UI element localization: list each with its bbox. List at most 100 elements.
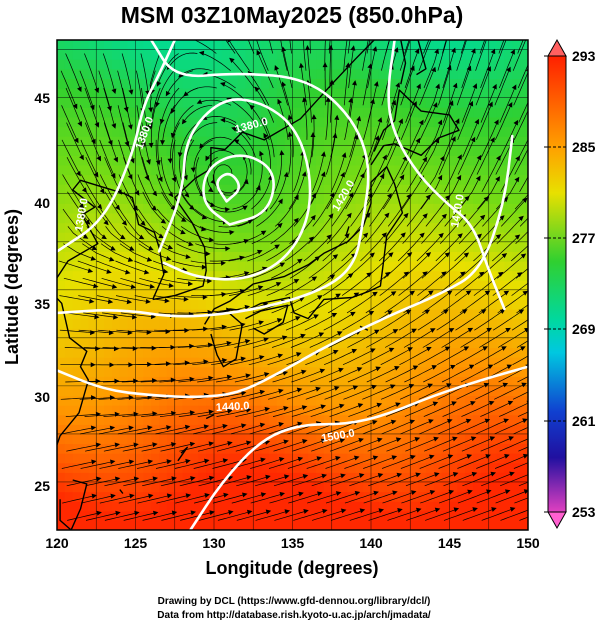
- streamline-arrow: [76, 170, 81, 177]
- temperature-cell: [237, 491, 246, 502]
- temperature-cell: [64, 232, 74, 243]
- streamline: [290, 297, 320, 314]
- temperature-cell: [425, 232, 435, 243]
- temperature-cell: [300, 299, 309, 310]
- temperature-cell: [159, 184, 168, 195]
- temperature-cell: [64, 366, 74, 377]
- temperature-cell: [57, 385, 66, 397]
- streamline-arrow: [400, 232, 406, 238]
- temperature-cell: [339, 337, 349, 348]
- temperature-cell: [480, 318, 490, 329]
- streamline-arrow: [220, 81, 226, 87]
- streamline: [193, 460, 225, 469]
- streamline: [103, 444, 135, 452]
- temperature-cell: [198, 433, 207, 445]
- temperature-cell: [72, 299, 82, 310]
- temperature-cell: [64, 251, 74, 262]
- temperature-cell: [159, 193, 168, 204]
- temperature-cell: [127, 337, 137, 348]
- temperature-cell: [159, 433, 168, 445]
- streamline-arrow: [492, 83, 497, 90]
- temperature-cell: [457, 40, 466, 51]
- streamline: [309, 40, 311, 54]
- temperature-cell: [504, 520, 513, 530]
- streamline: [290, 334, 321, 348]
- temperature-cell: [80, 337, 89, 348]
- streamline-arrow: [377, 437, 383, 443]
- streamline: [156, 208, 183, 233]
- streamline-arrow: [320, 438, 327, 444]
- temperature-cell: [496, 40, 505, 51]
- temperature-cell: [316, 184, 325, 195]
- temperature-cell: [206, 328, 215, 339]
- streamline: [216, 409, 248, 417]
- streamline-arrow: [536, 270, 543, 277]
- streamline-arrow: [114, 476, 121, 482]
- temperature-cell: [308, 299, 317, 310]
- temperature-cell: [418, 193, 427, 204]
- temperature-cell: [182, 433, 191, 445]
- temperature-cell: [410, 501, 419, 512]
- streamline-arrow: [207, 278, 213, 284]
- streamline-arrow: [229, 57, 235, 63]
- temperature-cell: [269, 395, 278, 406]
- temperature-cell: [198, 309, 207, 320]
- temperature-cell: [378, 309, 388, 320]
- streamline-arrow: [231, 126, 237, 132]
- temperature-cell: [64, 155, 74, 166]
- temperature-cell: [449, 376, 458, 387]
- temperature-cell: [198, 126, 207, 137]
- temperature-cell: [253, 136, 262, 147]
- temperature-cell: [159, 261, 168, 272]
- streamline-arrow: [278, 422, 284, 427]
- temperature-cell: [323, 136, 333, 147]
- temperature-cell: [96, 395, 105, 406]
- contour-label: 1500.0: [320, 427, 355, 445]
- temperature-cell: [512, 443, 521, 454]
- temperature-cell: [119, 462, 129, 473]
- temperature-cell: [253, 395, 262, 406]
- streamline-arrow: [244, 271, 250, 276]
- temperature-cell: [308, 251, 317, 262]
- temperature-cell: [206, 366, 215, 377]
- streamline-arrow: [93, 171, 99, 178]
- streamline: [120, 312, 153, 317]
- streamline: [103, 413, 135, 417]
- streamline-arrow: [469, 364, 475, 370]
- temperature-cell: [229, 88, 239, 99]
- temperature-cell: [323, 501, 333, 512]
- temperature-cell: [166, 433, 176, 445]
- temperature-cell: [457, 395, 466, 406]
- streamline-arrow: [204, 492, 210, 498]
- temperature-cell: [166, 78, 176, 89]
- temperature-cell: [151, 184, 160, 195]
- temperature-cell: [504, 395, 513, 406]
- temperature-cell: [504, 270, 513, 281]
- streamline-arrow: [281, 335, 288, 341]
- temperature-cell: [347, 366, 356, 377]
- temperature-cell: [347, 59, 356, 70]
- temperature-cell: [425, 270, 435, 281]
- temperature-cell: [57, 116, 66, 128]
- temperature-cell: [198, 501, 207, 512]
- temperature-cell: [174, 145, 184, 156]
- streamline-arrow: [126, 299, 132, 305]
- temperature-cell: [159, 49, 168, 60]
- temperature-cell: [300, 184, 309, 195]
- temperature-cell: [229, 482, 239, 493]
- streamline: [119, 243, 149, 260]
- temperature-cell: [261, 212, 270, 224]
- temperature-cell: [104, 328, 113, 339]
- temperature-cell: [449, 453, 458, 464]
- temperature-cell: [371, 347, 380, 358]
- temperature-cell: [143, 424, 152, 435]
- streamline: [330, 119, 338, 158]
- temperature-cell: [363, 309, 372, 320]
- streamline: [347, 368, 378, 383]
- temperature-cell: [457, 136, 466, 147]
- streamline-arrow: [484, 290, 491, 296]
- streamline-arrow: [434, 472, 440, 478]
- streamline: [215, 341, 247, 348]
- streamline: [481, 508, 512, 521]
- temperature-cell: [418, 482, 427, 493]
